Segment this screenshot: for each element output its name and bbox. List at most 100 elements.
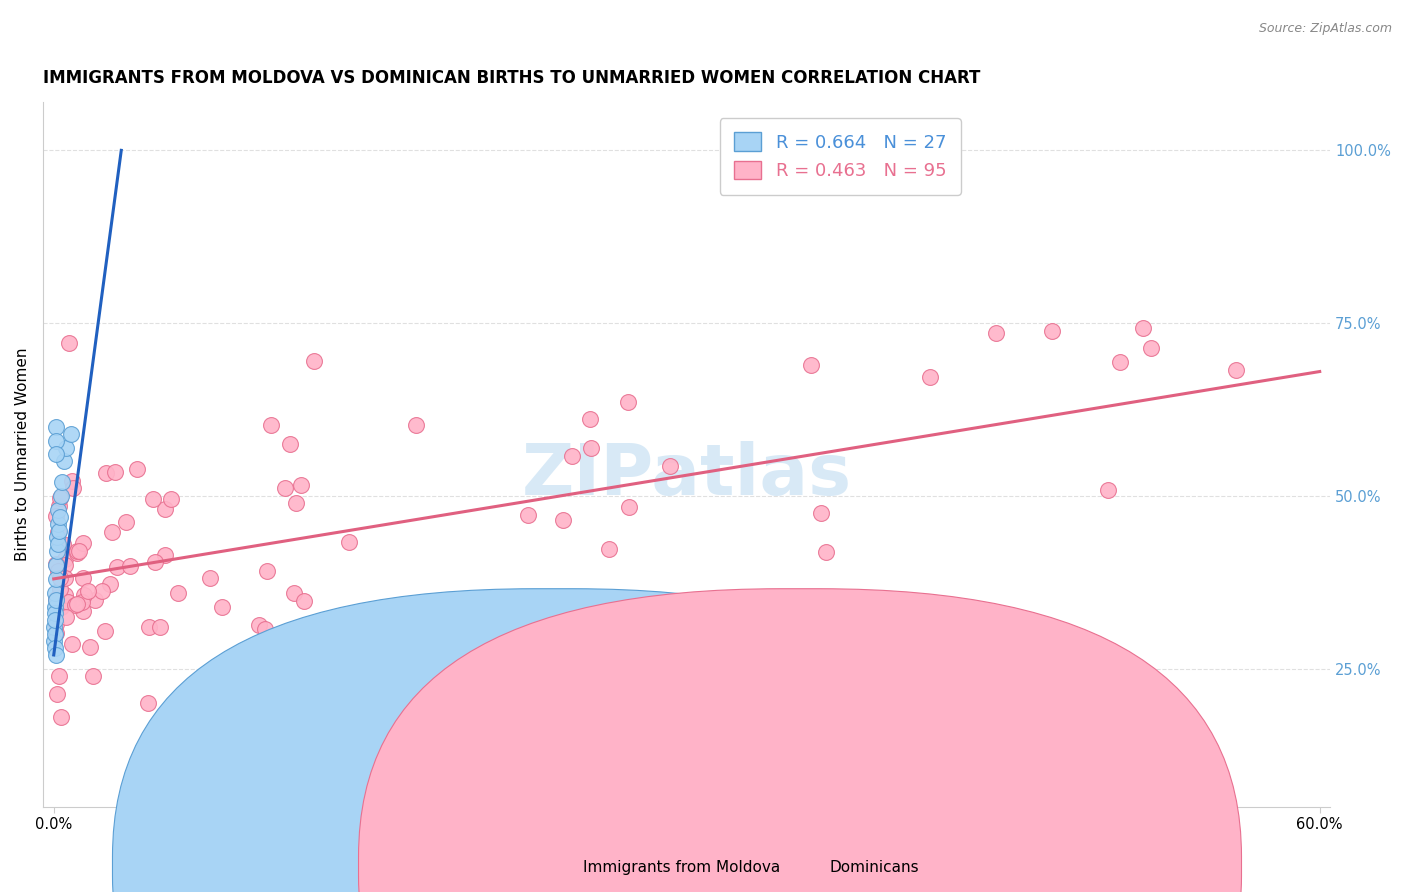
Point: [46, 564, 69, 578]
Point: [579, 441, 602, 455]
Point: [142, 491, 165, 506]
Point: [45, 558, 67, 572]
Point: [46, 502, 69, 516]
Point: [1225, 362, 1247, 376]
Point: [49, 491, 72, 505]
Text: Dominicans: Dominicans: [830, 861, 920, 875]
Point: [658, 458, 681, 473]
Point: [45, 544, 67, 558]
Legend: R = 0.664   N = 27, R = 0.463   N = 95: R = 0.664 N = 27, R = 0.463 N = 95: [720, 118, 960, 194]
Text: Immigrants from Moldova: Immigrants from Moldova: [583, 861, 780, 875]
Point: [56, 595, 79, 609]
Point: [44, 640, 66, 655]
Point: [49, 489, 72, 503]
Point: [65, 544, 87, 558]
Point: [44, 620, 66, 634]
Y-axis label: Births to Unmarried Women: Births to Unmarried Women: [15, 348, 30, 561]
Point: [44, 607, 66, 621]
Point: [82, 669, 104, 683]
Point: [100, 525, 122, 540]
Point: [45, 626, 67, 640]
Point: [283, 586, 305, 600]
Point: [55, 441, 77, 455]
Point: [52, 537, 75, 551]
Point: [49, 536, 72, 550]
Point: [337, 534, 360, 549]
Point: [48, 537, 70, 551]
Point: [84, 592, 107, 607]
Point: [66, 546, 89, 560]
Point: [66, 597, 89, 611]
Point: [256, 564, 278, 578]
Point: [302, 354, 325, 368]
Point: [211, 599, 233, 614]
Point: [45, 557, 67, 571]
Point: [53, 552, 76, 566]
Point: [285, 496, 308, 510]
Point: [1139, 342, 1161, 356]
Point: [58, 336, 80, 351]
Point: [1040, 324, 1063, 338]
Point: [48, 582, 70, 597]
Point: [94, 467, 117, 481]
Point: [167, 585, 190, 599]
Point: [44, 613, 66, 627]
Point: [91, 584, 114, 599]
Point: [1097, 483, 1119, 498]
Point: [153, 502, 176, 516]
Point: [551, 513, 574, 527]
Point: [143, 555, 166, 569]
Point: [55, 609, 77, 624]
Point: [45, 420, 67, 434]
Point: [53, 454, 76, 468]
Point: [200, 572, 222, 586]
Point: [810, 506, 832, 520]
Point: [51, 475, 73, 489]
Point: [45, 572, 67, 586]
Point: [1132, 321, 1154, 335]
Point: [48, 499, 70, 513]
Point: [77, 584, 100, 599]
Point: [49, 571, 72, 585]
Point: [45, 434, 67, 448]
Point: [918, 369, 941, 384]
Point: [60, 474, 83, 488]
Point: [104, 465, 127, 479]
Point: [53, 571, 76, 585]
Point: [45, 648, 67, 662]
Point: [105, 560, 128, 574]
Point: [290, 478, 312, 492]
Point: [44, 627, 66, 641]
Point: [280, 437, 302, 451]
Point: [153, 549, 176, 563]
Point: [45, 591, 67, 606]
Point: [48, 669, 70, 683]
Point: [249, 617, 271, 632]
Point: [44, 634, 66, 648]
Point: [67, 544, 90, 558]
Point: [118, 559, 141, 574]
Point: [62, 481, 84, 495]
Point: [46, 530, 69, 544]
Point: [53, 558, 76, 572]
Point: [149, 619, 172, 633]
Point: [127, 462, 149, 476]
Point: [46, 687, 69, 701]
Point: [45, 592, 67, 607]
Point: [46, 516, 69, 531]
Point: [516, 508, 538, 523]
Point: [45, 447, 67, 461]
Point: [114, 515, 136, 529]
Point: [1109, 354, 1132, 368]
Point: [72, 535, 94, 549]
Text: Source: ZipAtlas.com: Source: ZipAtlas.com: [1258, 22, 1392, 36]
Point: [59, 426, 82, 441]
Point: [561, 449, 583, 463]
Point: [73, 588, 96, 602]
Point: [45, 617, 67, 632]
Point: [617, 500, 640, 514]
Point: [98, 577, 121, 591]
Point: [160, 492, 183, 507]
Point: [48, 524, 70, 539]
Point: [405, 418, 427, 433]
